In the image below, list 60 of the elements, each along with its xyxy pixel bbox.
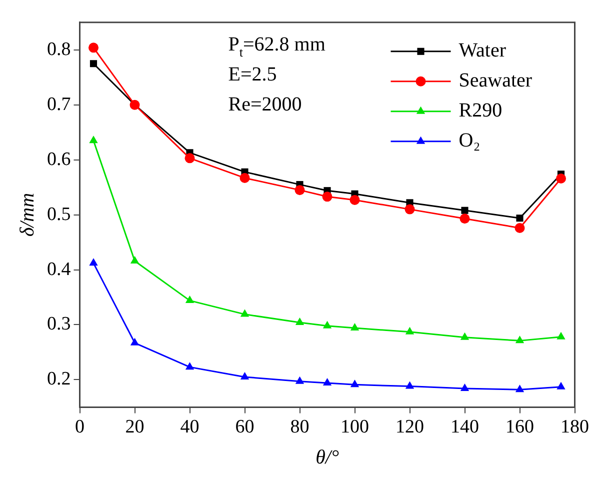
point — [350, 194, 360, 205]
point — [90, 60, 98, 68]
y-tick-label: 0.8 — [47, 38, 71, 60]
legend-label: Seawater — [458, 70, 532, 92]
point — [515, 336, 524, 344]
point — [516, 214, 524, 222]
point — [556, 174, 566, 184]
point — [240, 372, 250, 380]
annotation: E=2.5 — [228, 63, 277, 86]
legend-label: O₂ — [458, 130, 480, 152]
point — [515, 384, 524, 392]
point — [556, 382, 566, 390]
y-tick-label: 0.3 — [47, 314, 71, 335]
y-tick-label: 0.6 — [47, 148, 71, 170]
point — [350, 323, 360, 331]
x-tick-label: 140 — [450, 416, 479, 438]
point — [556, 332, 566, 340]
point — [460, 332, 470, 340]
point — [404, 204, 415, 214]
point — [350, 380, 360, 388]
point — [460, 214, 470, 224]
x-tick-label: 120 — [396, 416, 424, 438]
x-tick-label: 160 — [506, 416, 534, 438]
point — [184, 153, 195, 164]
point — [89, 258, 98, 266]
x-tick-label: 0 — [75, 416, 84, 438]
point — [185, 296, 194, 304]
x-tick-label: 40 — [180, 416, 200, 438]
point — [322, 378, 332, 386]
x-tick-label: 180 — [560, 416, 589, 438]
point — [322, 320, 332, 328]
point — [88, 42, 98, 53]
point — [460, 384, 470, 392]
point — [240, 309, 250, 317]
point — [405, 381, 414, 389]
x-axis-title: θ/° — [316, 446, 339, 468]
x-tick-label: 20 — [125, 416, 144, 438]
point — [405, 326, 414, 334]
point — [240, 172, 250, 183]
y-axis-title: δ/mm — [16, 192, 38, 237]
annotation: Re=2000 — [228, 93, 302, 116]
y-tick-label: 0.5 — [47, 204, 71, 225]
point — [514, 222, 525, 233]
legend-label: Water — [458, 40, 506, 62]
point — [185, 362, 194, 370]
point — [295, 318, 304, 326]
point — [89, 136, 98, 144]
y-tick-label: 0.4 — [47, 258, 72, 280]
x-tick-label: 60 — [235, 416, 254, 438]
y-tick-label: 0.7 — [47, 94, 71, 115]
point — [295, 376, 304, 384]
point — [294, 185, 305, 196]
point — [130, 256, 140, 264]
point — [322, 192, 332, 202]
legend-label: R290 — [458, 100, 502, 122]
point — [461, 206, 468, 214]
x-tick-label: 80 — [290, 416, 310, 438]
x-tick-label: 100 — [340, 416, 369, 438]
point — [130, 338, 140, 346]
y-tick-label: 0.2 — [47, 368, 71, 390]
